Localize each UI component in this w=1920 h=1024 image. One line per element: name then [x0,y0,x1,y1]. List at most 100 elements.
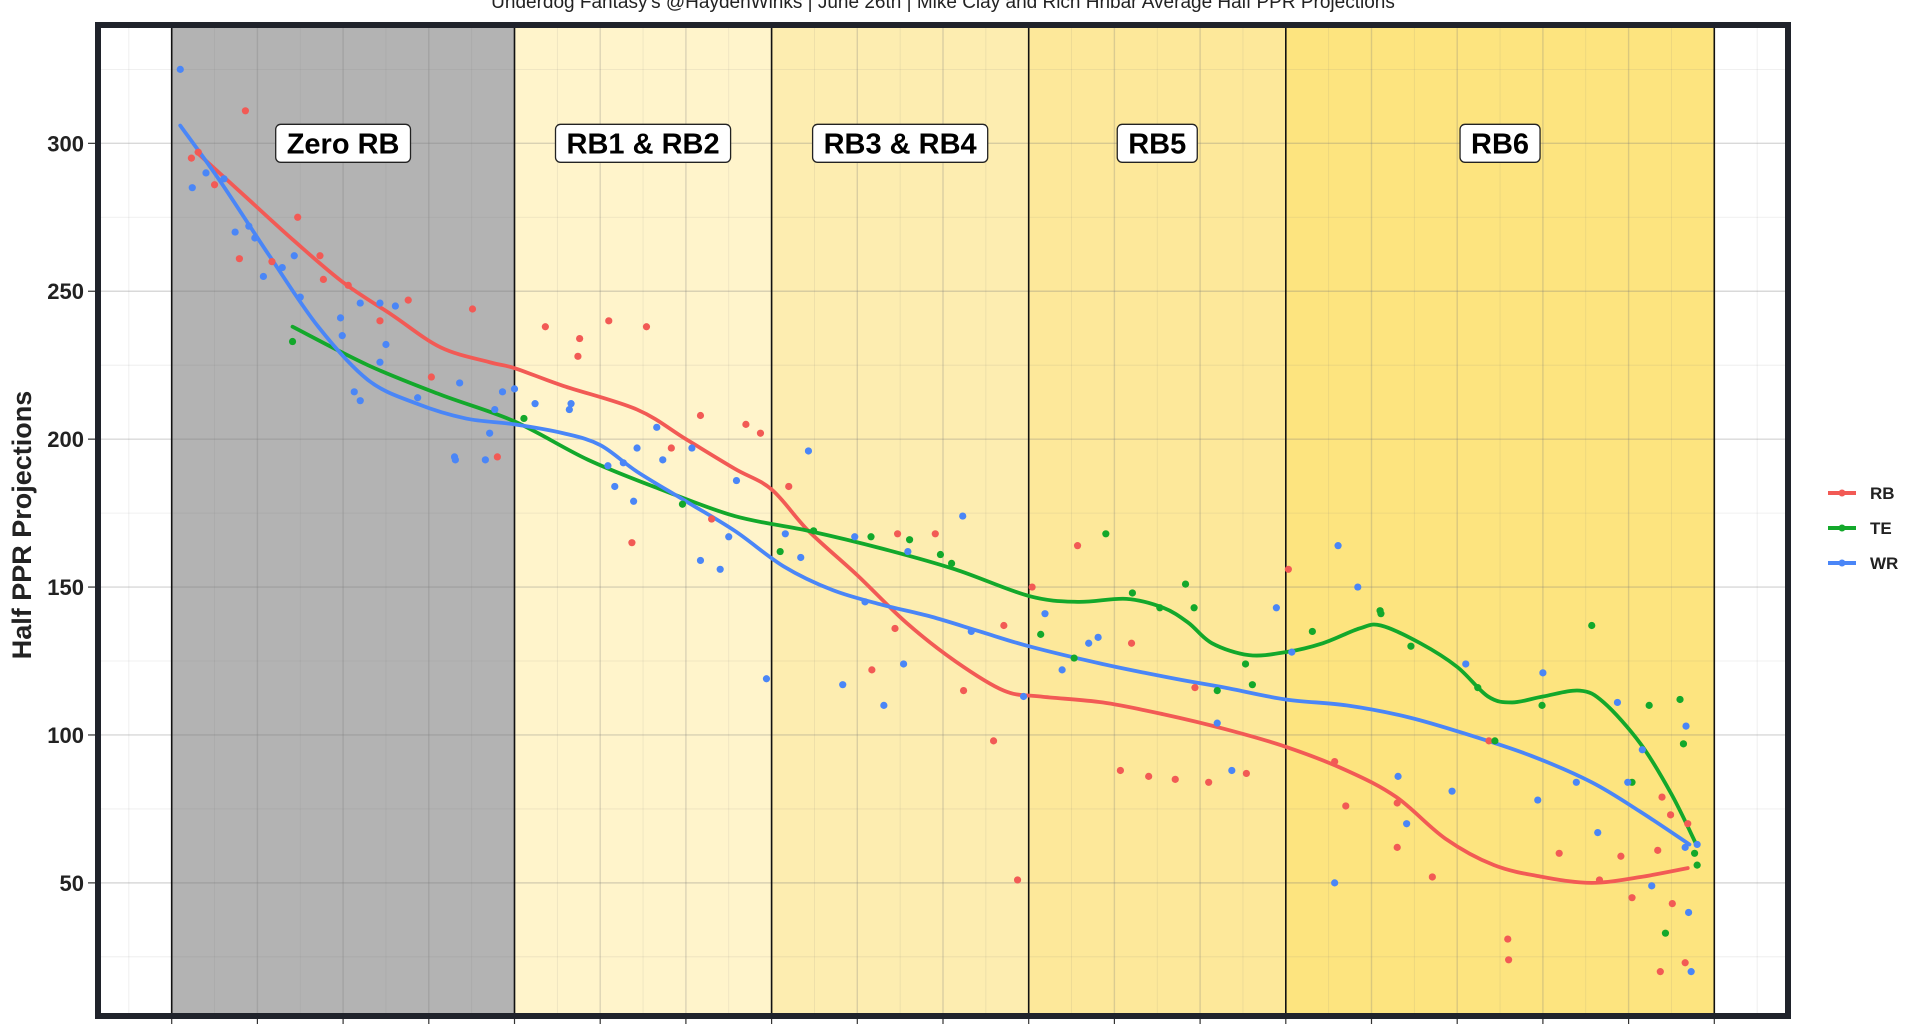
point-rb [1617,852,1625,860]
point-wr [904,547,912,556]
point-wr [633,444,641,452]
point-wr [1228,766,1236,775]
point-te [1377,610,1385,618]
region-labels: Zero RB RB1 & RB2 RB3 & RB4 RB5 RB6 [275,123,1541,163]
point-wr [1594,828,1602,837]
point-wr [376,358,384,366]
point-wr [491,405,499,414]
point-rb [756,429,765,437]
point-rb [931,530,939,538]
point-wr [567,400,575,408]
point-rb [1342,802,1350,810]
point-wr [967,627,975,636]
point-rb [1393,799,1401,807]
point-rb [316,252,324,260]
chart-title: Underdog Fantasy's @HaydenWinks | June 2… [491,0,1395,13]
point-wr [451,456,459,464]
point-wr [1058,666,1066,674]
point-wr [619,459,627,467]
point-te [1588,621,1596,630]
point-rb [1127,639,1136,647]
point-rb [576,334,584,343]
point-rb [1658,793,1666,801]
point-wr [1354,583,1362,591]
region-label-1: RB1 & RB2 [554,123,732,163]
point-wr [1534,796,1542,804]
y-tick-label: 300 [47,131,84,156]
point-wr [565,405,573,414]
point-wr [481,456,489,464]
point-wr [1288,648,1296,656]
point-rb [1505,956,1513,964]
point-te [1037,630,1045,638]
point-wr [245,222,253,230]
point-rb [959,686,968,695]
point-rb [194,148,202,156]
point-wr [498,388,507,396]
point-rb [1145,772,1153,780]
point-wr [880,701,888,709]
legend-key-point [1838,559,1846,567]
point-rb [1668,899,1676,908]
point-wr [356,299,364,307]
point-rb [893,530,902,538]
region-label-text: RB5 [1128,128,1186,160]
point-te [1128,589,1136,597]
point-rb [1595,876,1604,884]
point-rb [1000,621,1008,630]
region-label-box [275,123,412,163]
point-wr [278,263,286,272]
panel-border [95,22,1791,1019]
point-te [1474,684,1482,692]
point-wr [959,512,967,520]
point-te [1241,660,1250,668]
point-wr [350,388,358,396]
point-rb [1428,873,1436,881]
point-wr [1613,698,1622,707]
point-wr [202,169,210,177]
point-wr [220,175,228,183]
y-tick-label: 100 [47,723,84,748]
point-wr [1334,542,1342,550]
legend-item-rb: RB [1828,484,1895,503]
point-te [1491,737,1499,745]
point-wr [231,228,239,236]
trend-line-rb [194,150,1690,885]
point-wr [899,660,908,668]
point-te [1679,740,1688,748]
point-wr [861,598,869,606]
point-wr [1687,968,1695,976]
point-rb [1331,757,1339,766]
point-wr [338,332,346,340]
y-axis-title: Half PPR Projections [7,391,37,660]
point-rb [493,453,501,461]
point-rb [891,624,899,633]
point-te [1693,861,1701,869]
point-wr [1693,840,1701,849]
legend-item-wr: WR [1828,554,1898,573]
point-wr [336,314,345,322]
point-wr [188,184,196,192]
region-borders [170,25,1716,1016]
point-rb [376,317,384,325]
point-te [1213,686,1221,695]
point-wr [296,293,304,301]
region-label-text: RB3 & RB4 [824,128,977,160]
point-wr [732,476,741,485]
point-rb [427,373,435,381]
point-wr [1684,908,1693,917]
point-rb [1555,849,1563,857]
point-rb [574,352,582,360]
region-label-2: RB3 & RB4 [811,123,989,163]
point-wr [1272,604,1280,612]
legend-label: WR [1870,554,1898,573]
point-wr [839,681,847,689]
region-label-3: RB5 [1116,123,1198,163]
point-wr [781,530,789,538]
point-te [867,533,875,541]
point-wr [1572,778,1580,786]
point-te [1190,604,1198,612]
legend-item-te: TE [1828,519,1892,538]
point-wr [376,299,384,307]
